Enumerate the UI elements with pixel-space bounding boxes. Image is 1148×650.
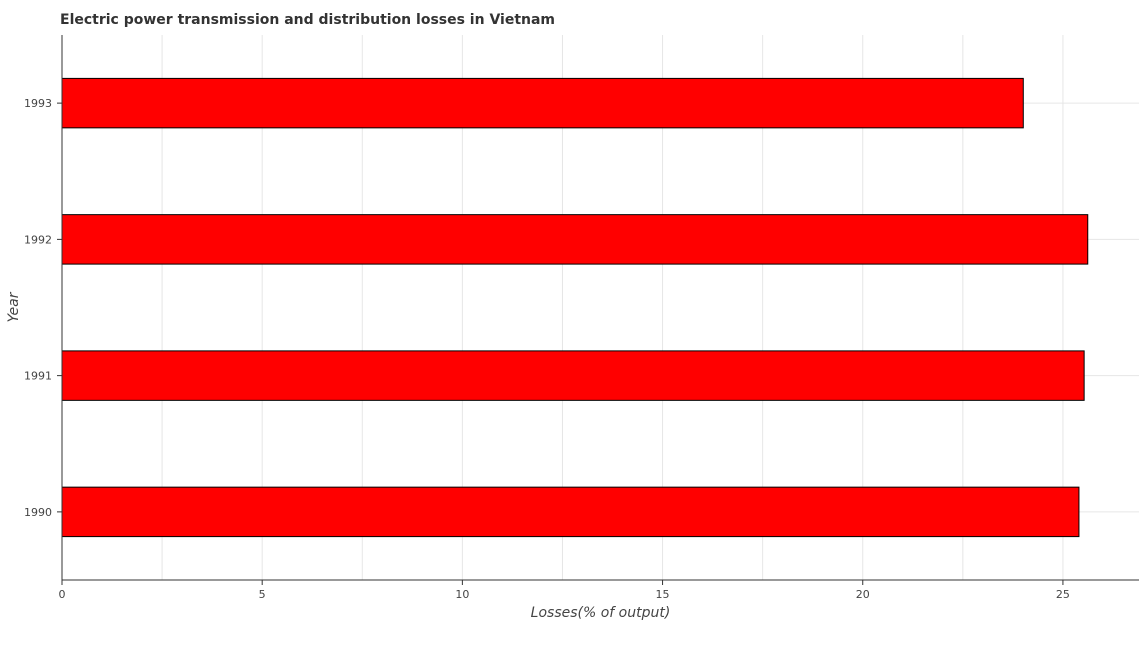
x-tick-label: 0 <box>59 588 66 601</box>
axes <box>57 35 1139 585</box>
y-tick-label: 1991 <box>24 370 52 383</box>
y-axis-label: Year <box>6 291 22 322</box>
bars <box>61 77 1089 538</box>
x-tick-label: 20 <box>856 588 870 601</box>
x-tick-label: 15 <box>656 588 670 601</box>
bar-1990 <box>61 486 1080 538</box>
bar-1991 <box>61 350 1085 401</box>
y-tick-labels: 1990 1991 1992 1993 <box>24 97 52 519</box>
x-tick-labels: 0 5 10 15 20 25 <box>59 588 1070 601</box>
y-tick-label: 1990 <box>24 506 52 519</box>
x-tick-label: 25 <box>1056 588 1070 601</box>
chart-title: Electric power transmission and distribu… <box>60 12 555 28</box>
x-tick-label: 5 <box>259 588 266 601</box>
y-tick-label: 1992 <box>24 233 52 246</box>
x-tick-label: 10 <box>455 588 469 601</box>
x-axis-label: Losses(% of output) <box>531 605 671 621</box>
bar-1992 <box>61 214 1089 265</box>
y-tick-label: 1993 <box>24 97 52 110</box>
bar-1993 <box>61 77 1024 129</box>
